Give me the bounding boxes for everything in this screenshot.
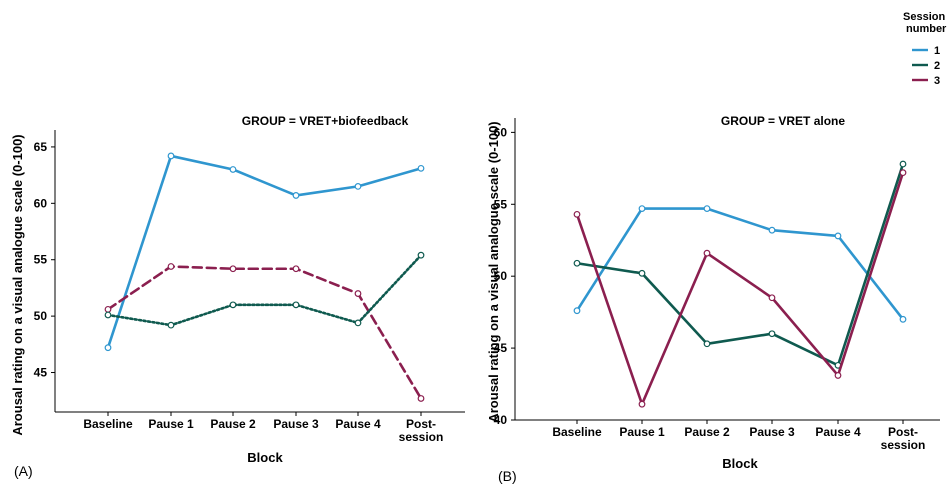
chart-b-x-tick-label: Pause 3 <box>749 425 795 439</box>
chart-b-series-1-point <box>899 315 907 323</box>
chart-a-series-3-point <box>292 265 300 273</box>
chart-b-x-axis-label: Block <box>722 456 758 471</box>
chart-b-series-3-point <box>573 210 581 218</box>
chart-a-x-tick-label: session <box>399 430 444 444</box>
chart-a-y-axis-label: Arousal rating on a visual analogue scal… <box>10 134 25 435</box>
chart-a-x-tick-label: Pause 1 <box>148 417 194 431</box>
chart-a-series-2-line <box>106 253 423 327</box>
chart-b-series-3-point <box>703 249 711 257</box>
chart-a-series-3-point <box>104 305 112 313</box>
chart-a-series-3-point <box>229 265 237 273</box>
chart-a-series-1-point <box>104 344 112 352</box>
chart-b-series-1-point <box>638 205 646 213</box>
chart-b-y-tick-label: 50 <box>494 269 508 283</box>
chart-b-series-2-point <box>768 330 776 338</box>
chart-a-series-2-point <box>167 321 175 329</box>
legend-label-1: 1 <box>934 45 940 57</box>
chart-b-title: GROUP = VRET alone <box>721 114 845 128</box>
chart-b-x-tick-label: Baseline <box>552 425 602 439</box>
chart-b-y-axis-label: Arousal rating on a visual analogue scal… <box>486 121 501 422</box>
chart-b-series-2-point <box>573 259 581 267</box>
chart-b-series-2-point <box>638 269 646 277</box>
chart-a-title: GROUP = VRET+biofeedback <box>242 114 409 128</box>
chart-b-series-2-point <box>899 160 907 168</box>
chart-a-y-tick-label: 55 <box>34 253 48 267</box>
chart-b-y-tick-label: 60 <box>494 125 508 139</box>
chart-a-x-tick-label: Pause 4 <box>335 417 381 431</box>
chart-a-series-2-point <box>104 311 112 319</box>
chart-b-series-1-point <box>834 232 842 240</box>
chart-a-panel-label: (A) <box>14 463 33 479</box>
chart-a-x-tick-label: Post- <box>406 417 436 431</box>
chart-b-series-2-line <box>575 162 905 367</box>
chart-a-series-1-point <box>354 182 362 190</box>
chart-b-series-2-point <box>703 340 711 348</box>
chart-a-y-tick-label: 50 <box>34 309 48 323</box>
chart-b-x-tick-label: session <box>881 438 926 452</box>
chart-b-x-tick-label: Pause 4 <box>815 425 861 439</box>
chart-b-series-3-point <box>768 294 776 302</box>
chart-b-y-tick-label: 55 <box>494 197 508 211</box>
chart-b-series-3-line <box>575 171 905 406</box>
chart-b-y-tick-label: 45 <box>494 341 508 355</box>
chart-a-series-1-point <box>417 164 425 172</box>
chart-b-series-1-point <box>573 307 581 315</box>
chart-a-series-2-point <box>292 301 300 309</box>
chart-b-series-3-point <box>899 169 907 177</box>
chart-a-series-2-point <box>417 251 425 259</box>
chart-a-y-tick-label: 60 <box>34 196 48 210</box>
chart-b-series-3-point <box>638 400 646 408</box>
chart-a-x-tick-label: Pause 3 <box>273 417 319 431</box>
chart-a-series-3-point <box>417 395 425 402</box>
chart-a-series-1-point <box>167 152 175 160</box>
chart-a-series-1-point <box>292 192 300 199</box>
chart-b-x-tick-label: Pause 1 <box>619 425 665 439</box>
legend-label-3: 3 <box>934 75 940 87</box>
chart-a-series-2-point <box>354 319 362 327</box>
chart-a-series-3-point <box>167 263 175 270</box>
chart-a-y-tick-label: 65 <box>34 140 48 154</box>
legend-label-2: 2 <box>934 60 940 72</box>
chart-a-x-tick-label: Pause 2 <box>210 417 256 431</box>
chart-b-x-tick-label: Pause 2 <box>684 425 730 439</box>
chart-b-series-1-line <box>575 207 905 321</box>
chart-b-panel-label: (B) <box>498 468 517 484</box>
chart-a-series-3-line <box>106 265 423 400</box>
chart-a-series-1-point <box>229 166 237 173</box>
chart-a-series-3-point <box>354 290 362 297</box>
chart-b-series-3-point <box>834 372 842 379</box>
legend-title: number <box>906 23 947 35</box>
chart-a-y-tick-label: 45 <box>34 366 48 380</box>
chart-a-series-2-point <box>229 301 237 309</box>
legend-title: Session <box>903 11 945 23</box>
chart-b-y-tick-label: 40 <box>494 413 508 427</box>
chart-b-series-1-point <box>768 226 776 234</box>
chart-a-series-1-line <box>106 154 423 350</box>
chart-a-x-tick-label: Baseline <box>83 417 133 431</box>
chart-a-x-axis-label: Block <box>247 450 283 465</box>
chart-b-x-tick-label: Post- <box>888 425 918 439</box>
chart-b-series-1-point <box>703 205 711 213</box>
